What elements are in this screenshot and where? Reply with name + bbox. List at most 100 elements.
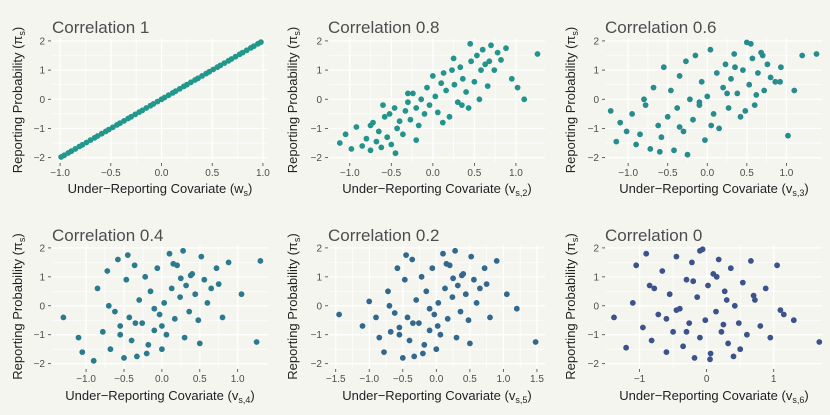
scatter-point [467,340,473,347]
scatter-point [99,328,106,335]
scatter-point [724,90,730,97]
scatter-point [656,148,663,155]
y-tick-label: 1 [316,272,322,283]
y-axis-label-subscript: s [292,237,302,242]
scatter-point [498,57,504,63]
scatter-point [747,40,754,47]
scatter-point [702,317,709,324]
scatter-point [694,294,701,300]
x-tick-label: 0 [704,374,710,385]
x-axis-label: Under−Reporting Covariate (vs,5) [342,388,531,405]
y-tick-label: 0 [316,301,322,312]
scatter-point [757,323,764,329]
scatter-point [468,253,475,260]
scatter-point [673,253,680,260]
scatter-point [687,96,693,103]
scatter-point [107,346,114,353]
scatter-point [443,260,450,267]
scatter-point [253,339,260,345]
x-tick-label: 0.5 [467,168,481,179]
y-tick-label: 0 [39,95,45,106]
y-tick-label: −1 [588,124,600,135]
x-tick-label: −1.0 [340,168,360,179]
scatter-point [336,140,343,146]
scatter-point [145,341,152,348]
scatter-point [513,305,520,312]
scatter-point [767,74,774,81]
scatter-point [60,314,67,321]
scatter-point [415,122,422,129]
scatter-point [666,291,673,298]
x-tick-label: 1.0 [779,168,793,179]
chart-panel-3: −2 −1 0 1 2 −1.0 −0.5 0.0 0.5 1.0 Correlation 0.6 U… [563,18,822,198]
scatter-point [418,273,425,280]
scatter-point [258,39,264,45]
scatter-point [725,105,732,111]
scatter-point [684,151,691,158]
scatter-point [735,320,742,326]
scatter-point [392,150,399,157]
scatter-point [713,70,720,76]
scatter-point [373,138,380,145]
scatter-point [642,102,649,108]
scatter-point [238,291,245,298]
y-axis-label-close: ) [285,233,300,237]
scatter-point [777,78,783,85]
y-tick-label: 1 [39,66,45,77]
scatter-point [429,73,436,79]
scatter-point [112,308,118,315]
scatter-point [432,93,439,100]
scatter-point [647,146,654,152]
scatter-point [132,320,139,326]
x-tick-label: 1 [771,374,777,385]
scatter-point [136,297,143,303]
scatter-point [225,259,232,266]
x-tick-label: 0.5 [740,168,754,179]
x-axis-label-subscript: s,5 [515,395,527,405]
scatter-point [443,87,449,94]
y-tick-label: 1 [316,66,322,77]
scatter-point [734,90,741,97]
scatter-point [761,87,768,94]
scatter-point [198,253,205,260]
scatter-point [702,137,708,144]
scatter-point [737,113,744,120]
scatter-point [440,70,447,76]
chart-panel-5: −2 −1 0 1 2 −1.5 −1.0 −0.5 0.0 0.5 1.0 1.5 Correlati… [285,226,545,405]
scatter-point [655,311,662,318]
scatter-point [643,250,650,257]
scatter-point [744,331,750,338]
scatter-point [413,137,420,144]
scatter-point [755,70,761,76]
scatter-point [396,324,403,331]
scatter-point [676,124,683,130]
scatter-point [402,108,409,114]
y-tick-label: 2 [316,243,322,254]
scatter-point [363,135,370,142]
scatter-point [429,265,436,272]
scatter-point [686,320,693,326]
scatter-point [725,340,731,347]
scatter-point [433,346,440,353]
scatter-point [778,64,784,71]
scatter-point [486,58,493,65]
scatter-point [161,300,168,306]
scatter-point [439,119,446,126]
scatter-point [413,105,420,111]
x-tick-label: −0.5 [393,374,413,385]
scatter-point [186,308,193,315]
scatter-point [715,256,722,263]
y-axis-label-close: ) [10,27,25,31]
x-tick-label: 0.5 [463,374,477,385]
panel-title: Correlation 0.6 [605,18,717,37]
scatter-point [728,75,734,82]
scatter-point [692,52,699,59]
scatter-point [416,320,422,326]
scatter-point [151,305,158,312]
scatter-point [459,102,465,108]
scatter-point [660,64,667,71]
scatter-point [476,96,483,103]
y-tick-label: −2 [311,359,323,370]
scatter-point [641,96,647,103]
scatter-point [491,67,498,73]
